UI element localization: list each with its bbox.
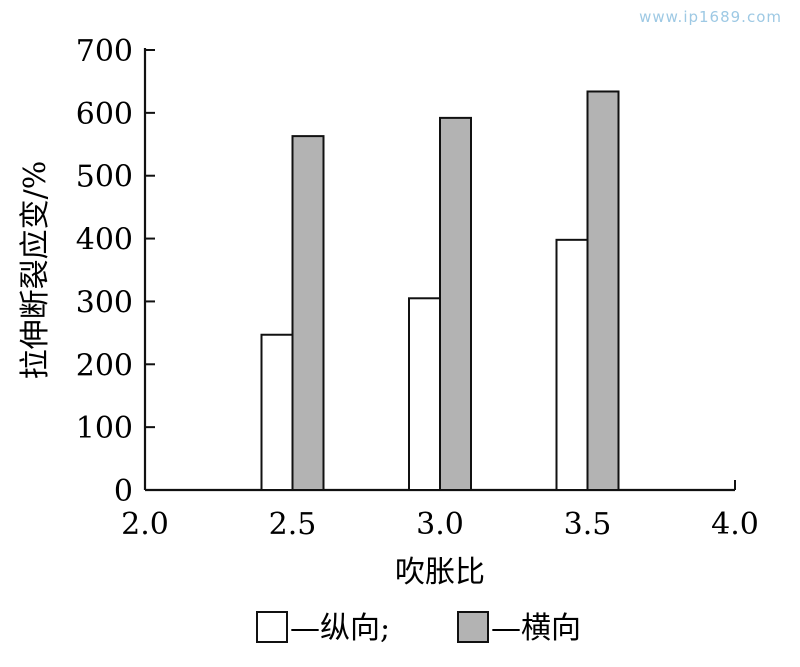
y-tick-label: 600 [76, 97, 133, 132]
chart-ticks: 0 100 200 300 400 500 600 700 2.0 2.5 3.0 3.5 4.0 [76, 34, 759, 542]
x-tick-label: 3.5 [564, 507, 612, 542]
legend-swatch-series-2 [457, 611, 489, 643]
y-tick-label: 100 [76, 411, 133, 446]
y-tick-label: 500 [76, 160, 133, 195]
bar-series-1 [408, 297, 441, 491]
bar-series-2 [586, 90, 620, 491]
y-tick-label: 0 [114, 474, 133, 509]
y-tick-label: 300 [76, 285, 133, 320]
bar-series-1 [260, 333, 294, 491]
chart-legend: —纵向; —横向 [256, 611, 581, 646]
x-tick-label: 4.0 [711, 507, 759, 542]
legend-label-series-2: —横向 [491, 611, 581, 646]
y-axis-label: 拉伸断裂应变/% [18, 161, 53, 380]
x-axis-label: 吹胀比 [395, 555, 485, 590]
legend-label-series-1: —纵向; [290, 611, 390, 646]
legend-swatch-series-1 [256, 611, 288, 643]
y-tick-label: 200 [76, 348, 133, 383]
chart-bars [260, 90, 620, 491]
bar-series-1 [555, 238, 589, 491]
y-tick-label: 700 [76, 34, 133, 69]
x-tick-label: 2.5 [269, 507, 317, 542]
bar-series-2 [439, 116, 472, 491]
bar-series-2 [291, 135, 325, 491]
y-tick-label: 400 [76, 223, 133, 258]
watermark-text: www.ip1689.com [639, 8, 782, 26]
x-tick-label: 2.0 [121, 507, 169, 542]
x-tick-label: 3.0 [416, 507, 464, 542]
